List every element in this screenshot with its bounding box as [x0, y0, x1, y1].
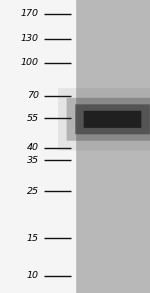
Text: 130: 130 [21, 34, 39, 43]
Bar [0, 0, 75, 293]
FancyBboxPatch shape [75, 104, 150, 134]
Text: 35: 35 [27, 156, 39, 164]
Text: 15: 15 [27, 234, 39, 243]
FancyBboxPatch shape [84, 111, 141, 128]
Text: 170: 170 [21, 9, 39, 18]
Text: 25: 25 [27, 187, 39, 196]
Bar [75, 0, 150, 293]
Text: 40: 40 [27, 143, 39, 152]
Text: 70: 70 [27, 91, 39, 100]
FancyBboxPatch shape [58, 88, 150, 151]
Text: 10: 10 [27, 271, 39, 280]
Text: 55: 55 [27, 114, 39, 123]
Text: 100: 100 [21, 58, 39, 67]
FancyBboxPatch shape [67, 98, 150, 141]
